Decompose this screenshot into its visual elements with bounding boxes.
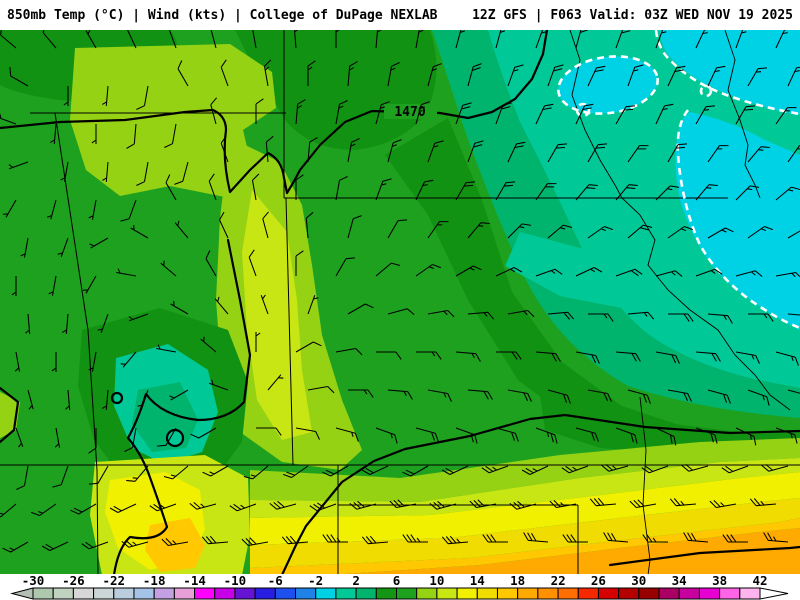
- colorbar-tick-label: 22: [551, 574, 566, 588]
- colorbar-segment: [577, 587, 599, 600]
- colorbar-tick-label: -10: [224, 574, 247, 588]
- colorbar-segment: [476, 587, 498, 600]
- colorbar-segment: [698, 587, 721, 600]
- wind-barbs: [0, 30, 800, 553]
- colorbar-tick-label: -2: [308, 574, 323, 588]
- temperature-fill-regions: [0, 30, 800, 574]
- zero-isotherm-dashed-lines: [557, 30, 800, 330]
- colorbar-segment: [72, 587, 95, 600]
- height-contour-label: 1470: [394, 105, 425, 120]
- colorbar-right-arrow: [759, 587, 789, 600]
- colorbar-tick-label: 26: [591, 574, 606, 588]
- colorbar-tick-label: 30: [631, 574, 646, 588]
- temperature-colorbar: -30 -26 -22 -18 -14 -10 -6 -2 2 6 10 14 18 22 26 30 34 38…: [0, 574, 800, 600]
- colorbar-segment: [396, 587, 418, 600]
- colorbar-segment: [93, 587, 115, 600]
- colorbar-tick-label: 18: [510, 574, 525, 588]
- colorbar-tick-label: -6: [268, 574, 283, 588]
- contour-label-backing: [384, 104, 437, 119]
- state-borders: [0, 30, 800, 574]
- colorbar-segment: [375, 587, 397, 600]
- colorbar-segment: [436, 587, 458, 600]
- colorbar-segment: [496, 587, 519, 600]
- model-run-valid-time: 12Z GFS | F063 Valid: 03Z WED NOV 19 202…: [472, 7, 793, 23]
- colorbar-tick-label: 10: [429, 574, 444, 588]
- colorbar-tick-label: 14: [470, 574, 485, 588]
- colorbar-segment: [658, 587, 680, 600]
- colorbar-segment: [32, 587, 54, 600]
- colorbar-segment: [618, 587, 640, 600]
- colorbar-segment: [113, 587, 135, 600]
- colorbar-segment: [678, 587, 700, 600]
- colorbar-segment: [719, 587, 741, 600]
- colorbar-segment: [315, 587, 337, 600]
- colorbar-tick-label: 38: [712, 574, 727, 588]
- colorbar-canvas: -30 -26 -22 -18 -14 -10 -6 -2 2 6 10 14 18 22 26 30 34 38…: [10, 574, 789, 600]
- map-canvas: 1470: [0, 30, 800, 574]
- colorbar-segment: [739, 587, 761, 600]
- colorbar-tick-label: -30: [22, 574, 45, 588]
- colorbar-segment: [274, 587, 297, 600]
- colorbar-segment: [638, 587, 660, 600]
- colorbar-segment: [355, 587, 377, 600]
- colorbar-tick-label: -18: [143, 574, 166, 588]
- colorbar-segment: [214, 587, 236, 600]
- colorbar-segment: [173, 587, 196, 600]
- temperature-wind-map: 1470: [0, 30, 800, 574]
- height-contours: [0, 30, 800, 574]
- colorbar-segment: [295, 587, 317, 600]
- colorbar-segment: [133, 587, 155, 600]
- colorbar-segment: [416, 587, 438, 600]
- colorbar-segment: [557, 587, 579, 600]
- colorbar-segment: [456, 587, 478, 600]
- colorbar-segment: [194, 587, 216, 600]
- colorbar-tick-label: -26: [62, 574, 85, 588]
- product-title: 850mb Temp (°C) | Wind (kts) | College o…: [7, 7, 438, 23]
- colorbar-segment: [537, 587, 559, 600]
- colorbar-segment: [52, 587, 74, 600]
- colorbar-tick-label: -14: [183, 574, 206, 588]
- colorbar-left-arrow: [10, 587, 34, 600]
- colorbar-tick-label: 42: [752, 574, 767, 588]
- colorbar-tick-label: 6: [393, 574, 401, 588]
- colorbar-segment: [517, 587, 539, 600]
- colorbar-segment: [254, 587, 276, 600]
- colorbar-tick-label: 2: [352, 574, 360, 588]
- colorbar-tick-label: 34: [672, 574, 687, 588]
- colorbar-segment: [597, 587, 620, 600]
- title-bar: 850mb Temp (°C) | Wind (kts) | College o…: [0, 0, 800, 30]
- colorbar-tick-label: -22: [103, 574, 126, 588]
- colorbar-segment: [335, 587, 357, 600]
- colorbar-segment: [234, 587, 256, 600]
- colorbar-segment: [153, 587, 175, 600]
